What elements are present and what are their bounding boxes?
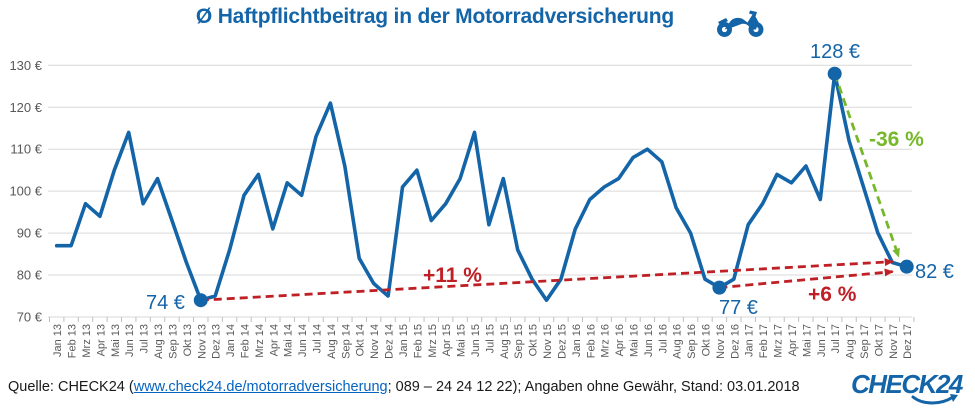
x-axis-label: Mai 13 xyxy=(110,324,122,357)
x-axis-label: Sep 16 xyxy=(686,324,698,359)
y-axis-label: 100 € xyxy=(9,184,42,199)
x-axis-label: Aug 17 xyxy=(845,324,857,359)
x-axis-label: Feb 16 xyxy=(585,324,597,358)
x-axis-label: Mai 14 xyxy=(283,324,295,357)
x-axis-label: Aug 16 xyxy=(672,324,684,359)
x-axis-label: Okt 17 xyxy=(873,324,885,356)
trend-arrow-11 xyxy=(200,258,894,302)
x-axis-label: Jan 14 xyxy=(225,324,237,357)
x-axis-label: Sep 17 xyxy=(859,324,871,359)
premium-line-chart: 70 €80 €90 €100 €110 €120 €130 €Jan 13 Fe… xyxy=(9,58,915,359)
x-axis-label: Nov 13 xyxy=(196,324,208,359)
x-axis-label: Dez 13 xyxy=(211,324,223,359)
x-axis-label: Jun 14 xyxy=(297,324,309,357)
x-axis-label: Okt 16 xyxy=(701,324,713,356)
x-axis-label: Jun 15 xyxy=(470,324,482,357)
motorcycle-icon xyxy=(717,10,764,37)
data-point-marker-jul-17 xyxy=(827,66,842,81)
x-axis-label: Apr 15 xyxy=(441,324,453,356)
annotation-trend-plus11: +11 % xyxy=(423,264,482,287)
y-axis-label: 110 € xyxy=(10,142,42,157)
source-prefix: Quelle: CHECK24 ( xyxy=(8,379,134,395)
x-axis-label: Dez 15 xyxy=(556,324,568,359)
x-axis-label: Okt 14 xyxy=(355,324,367,356)
y-axis-label: 90 € xyxy=(17,226,43,241)
x-axis-label: Apr 16 xyxy=(614,324,626,356)
x-axis-label: Mai 15 xyxy=(456,324,468,357)
x-axis-label: Mai 17 xyxy=(801,324,813,357)
data-point-marker-dez-17 xyxy=(899,259,914,274)
x-axis-label: Dez 16 xyxy=(729,324,741,359)
trend-arrow-6 xyxy=(719,268,894,290)
check24-logo-swoosh-icon xyxy=(911,394,958,405)
x-axis-label: Aug 15 xyxy=(499,324,511,359)
x-axis-label: Mrz 16 xyxy=(600,324,612,358)
x-axis-label: Sep 14 xyxy=(340,324,352,359)
x-axis-label: Jan 16 xyxy=(571,324,583,357)
x-axis-label: Nov 15 xyxy=(542,324,554,359)
annotation-trend-plus6: +6 % xyxy=(808,283,857,306)
x-axis-label: Apr 14 xyxy=(268,324,280,356)
x-axis-label: Jul 17 xyxy=(830,324,842,353)
x-axis-label: Mrz 14 xyxy=(254,324,266,358)
x-axis-label: Feb 13 xyxy=(67,324,79,358)
x-axis-label: Mrz 15 xyxy=(427,324,439,358)
page-title: Ø Haftpflichtbeitrag in der Motorradvers… xyxy=(195,5,675,28)
x-axis-label: Jul 14 xyxy=(312,324,324,353)
annotation-low-2013: 74 € xyxy=(146,292,185,314)
x-axis-label: Sep 15 xyxy=(513,324,525,359)
x-axis-label: Mrz 13 xyxy=(81,324,93,358)
x-axis-label: Jul 16 xyxy=(657,324,669,353)
x-axis-label: Nov 17 xyxy=(888,324,900,359)
y-axis-label: 130 € xyxy=(9,58,42,73)
x-axis-label: Mai 16 xyxy=(628,324,640,357)
x-axis-label: Jun 13 xyxy=(124,324,136,357)
y-axis-label: 70 € xyxy=(17,310,43,325)
check24-logo: CHECK24 xyxy=(851,369,969,409)
x-axis-label: Jan 13 xyxy=(52,324,64,357)
x-axis-label: Jan 15 xyxy=(398,324,410,357)
check24-logo-text: CHECK24 xyxy=(851,369,963,399)
x-axis-label: Feb 15 xyxy=(412,324,424,358)
x-axis-label: Aug 14 xyxy=(326,324,338,359)
annotation-peak-2017: 128 € xyxy=(810,41,861,63)
x-axis-label: Mrz 17 xyxy=(773,324,785,358)
x-axis-label: Dez 17 xyxy=(902,324,914,359)
x-axis-label: Jul 13 xyxy=(139,324,151,353)
x-axis-label: Jul 15 xyxy=(484,324,496,353)
y-axis-label: 120 € xyxy=(9,100,42,115)
y-axis-label: 80 € xyxy=(17,268,43,283)
annotation-end-2017: 82 € xyxy=(915,261,954,283)
x-axis-label: Feb 14 xyxy=(239,324,251,358)
x-axis-label: Sep 13 xyxy=(167,324,179,359)
source-suffix: ; 089 – 24 24 12 22); Angaben ohne Gewäh… xyxy=(387,379,800,395)
trend-arrow-36 xyxy=(833,73,901,258)
x-axis-label: Jan 17 xyxy=(744,324,756,357)
x-axis-label: Feb 17 xyxy=(758,324,770,358)
x-axis-label: Dez 14 xyxy=(384,324,396,359)
source-link[interactable]: www.check24.de/motorradversicherung xyxy=(133,379,388,395)
x-axis-label: Apr 13 xyxy=(95,324,107,356)
x-axis-label: Okt 15 xyxy=(528,324,540,356)
x-axis-label: Aug 13 xyxy=(153,324,165,359)
x-axis-label: Jun 16 xyxy=(643,324,655,357)
x-axis-label: Apr 17 xyxy=(787,324,799,356)
x-axis-label: Jun 17 xyxy=(816,324,828,357)
x-axis-label: Okt 13 xyxy=(182,324,194,356)
data-point-marker-nov-13 xyxy=(193,293,208,308)
x-axis-label: Nov 16 xyxy=(715,324,727,359)
x-axis-label: Nov 14 xyxy=(369,324,381,359)
data-point-marker-nov-16 xyxy=(712,280,727,295)
source-text: Quelle: CHECK24 (www.check24.de/motorrad… xyxy=(8,379,800,395)
annotation-drop-minus36: -36 % xyxy=(869,128,924,151)
annotation-low-2016: 77 € xyxy=(719,297,758,319)
